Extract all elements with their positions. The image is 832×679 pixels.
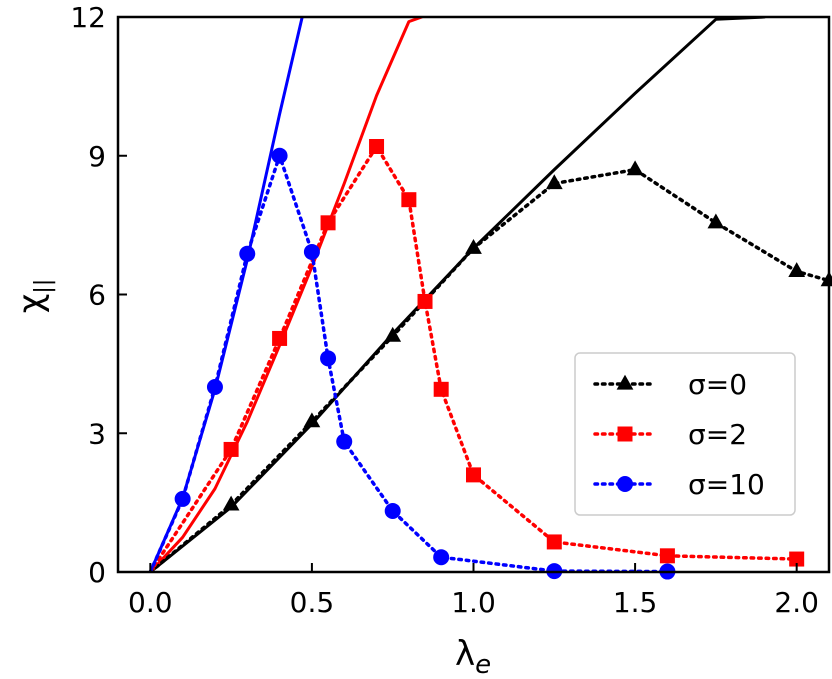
data-point-sigma-0 xyxy=(626,160,644,176)
data-point-sigma-10 xyxy=(384,502,401,519)
x-axis-label-main: λ xyxy=(455,634,475,674)
y-tick-label: 3 xyxy=(88,417,106,450)
legend: σ=0 σ=2 σ=10 xyxy=(574,352,796,516)
data-point-sigma-0 xyxy=(707,213,725,229)
data-point-sigma-10 xyxy=(174,490,191,507)
series-line-sigma-0 xyxy=(148,167,829,572)
legend-marker-sigma-10 xyxy=(617,476,633,492)
data-point-sigma-2 xyxy=(433,381,449,397)
legend-label-sigma-10: σ=10 xyxy=(688,468,765,501)
legend-box xyxy=(574,352,796,516)
data-point-sigma-0 xyxy=(384,326,402,342)
series-line-sigma-10 xyxy=(148,150,670,572)
data-point-sigma-0 xyxy=(465,238,482,254)
y-axis-label-subscript: || xyxy=(31,279,56,294)
data-series xyxy=(148,143,829,572)
axis-ticks: 0.0 0.5 1.0 1.5 2.0 0 3 6 9 12 xyxy=(70,1,819,619)
data-point-sigma-2 xyxy=(272,330,288,346)
reference-curve-2 xyxy=(148,17,424,572)
data-point-sigma-2 xyxy=(320,215,336,231)
data-point-sigma-10 xyxy=(320,350,337,367)
data-point-sigma-10 xyxy=(271,147,288,164)
data-point-sigma-2 xyxy=(789,551,805,567)
legend-label-sigma-2: σ=2 xyxy=(688,418,747,451)
legend-label-sigma-0: σ=0 xyxy=(688,368,747,401)
data-point-sigma-2 xyxy=(369,139,385,154)
data-point-sigma-2 xyxy=(659,548,675,564)
x-tick-label: 0.0 xyxy=(128,586,173,619)
data-markers xyxy=(174,139,832,580)
data-point-sigma-10 xyxy=(433,549,450,566)
y-axis-label-main: χ xyxy=(11,294,51,314)
y-tick-label: 6 xyxy=(88,279,106,312)
data-point-sigma-2 xyxy=(546,534,562,550)
data-point-sigma-2 xyxy=(417,293,433,309)
series-line-sigma-2 xyxy=(148,143,799,572)
data-point-sigma-2 xyxy=(466,467,481,483)
legend-marker-sigma-0 xyxy=(616,374,634,390)
y-tick-label: 9 xyxy=(88,140,106,173)
data-point-sigma-0 xyxy=(788,262,806,277)
y-axis-label: χ|| xyxy=(11,279,56,313)
data-point-sigma-2 xyxy=(223,441,239,457)
data-point-sigma-0 xyxy=(222,495,240,511)
data-point-sigma-10 xyxy=(239,245,256,262)
x-axis-label-subscript: e xyxy=(475,650,491,679)
x-axis-label: λe xyxy=(455,634,491,679)
y-tick-label: 0 xyxy=(88,556,106,589)
x-tick-label: 1.0 xyxy=(451,586,496,619)
data-point-sigma-0 xyxy=(545,174,563,190)
y-tick-label: 12 xyxy=(70,1,106,34)
data-point-sigma-10 xyxy=(336,433,353,450)
reference-curve-3 xyxy=(148,17,304,572)
data-point-sigma-10 xyxy=(303,243,320,260)
x-tick-label: 2.0 xyxy=(774,586,819,619)
x-tick-label: 1.5 xyxy=(613,586,658,619)
x-tick-label: 0.5 xyxy=(290,586,335,619)
data-point-sigma-0 xyxy=(303,412,321,428)
data-point-sigma-2 xyxy=(401,192,417,208)
data-point-sigma-10 xyxy=(206,379,223,395)
legend-marker-sigma-2 xyxy=(617,426,633,442)
